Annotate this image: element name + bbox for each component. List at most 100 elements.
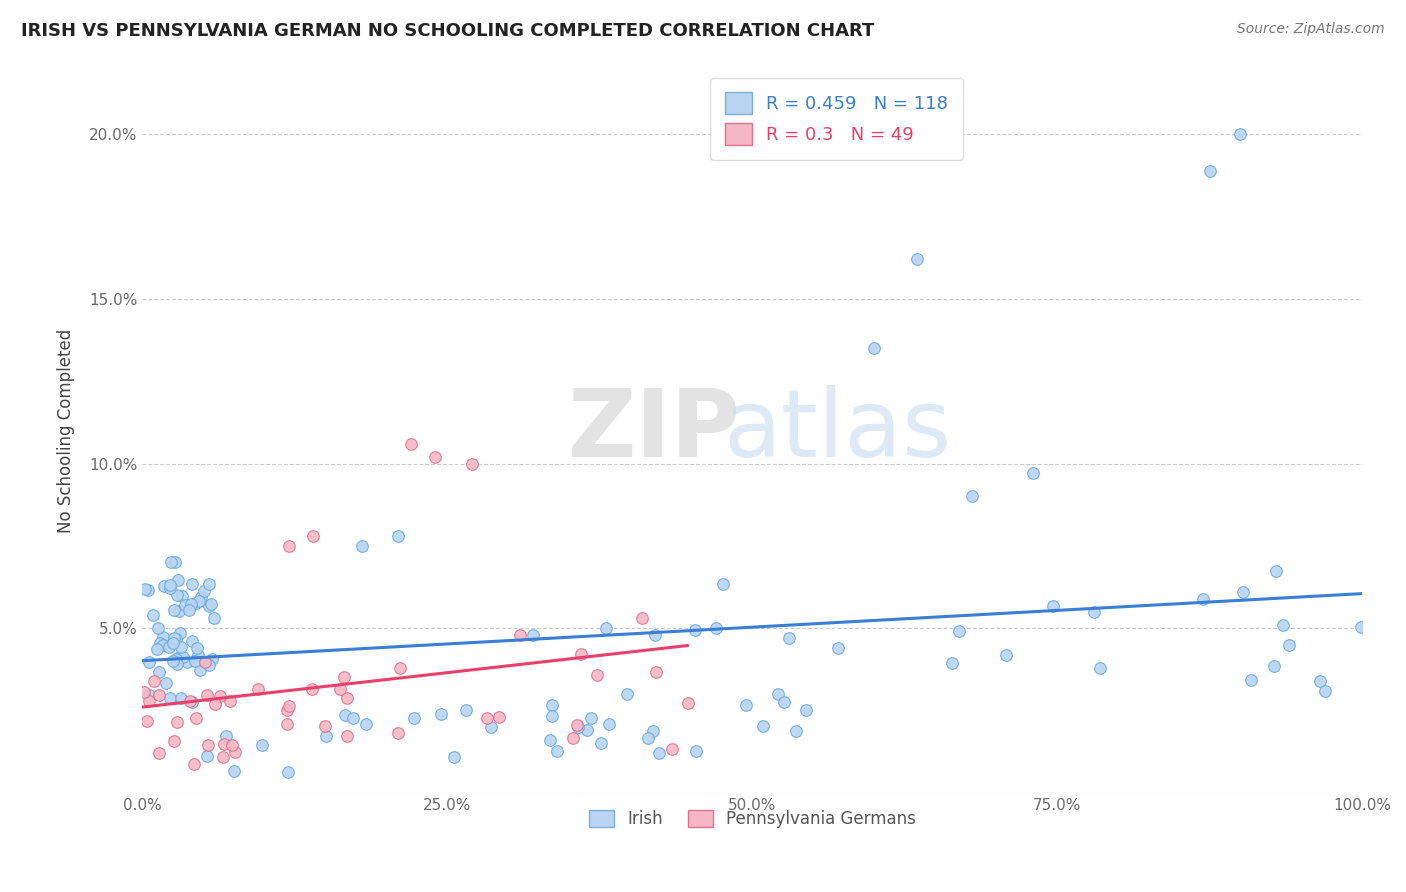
Point <box>167 604 190 618</box>
Point <box>198 657 221 672</box>
Point <box>734 698 756 713</box>
Point <box>778 631 800 645</box>
Point <box>388 661 411 675</box>
Point <box>148 665 170 679</box>
Point <box>190 590 212 604</box>
Point <box>586 668 609 682</box>
Point <box>134 685 156 699</box>
Point <box>166 657 188 671</box>
Point <box>336 729 359 743</box>
Point <box>399 436 422 450</box>
Point <box>329 682 352 697</box>
Point <box>1042 599 1064 614</box>
Point <box>387 725 409 739</box>
Point <box>768 687 790 701</box>
Point <box>167 574 190 588</box>
Point <box>162 636 184 650</box>
Point <box>711 577 734 591</box>
Point <box>354 717 377 731</box>
Point <box>163 632 186 646</box>
Point <box>138 656 160 670</box>
Point <box>479 720 502 734</box>
Point <box>1265 564 1288 578</box>
Point <box>571 648 593 662</box>
Point <box>773 695 796 709</box>
Point <box>197 738 219 752</box>
Point <box>165 652 187 666</box>
Point <box>647 746 669 760</box>
Point <box>567 720 589 734</box>
Point <box>591 736 613 750</box>
Point <box>157 640 180 654</box>
Point <box>143 673 166 688</box>
Point <box>201 652 224 666</box>
Point <box>522 628 544 642</box>
Point <box>172 589 194 603</box>
Point <box>170 640 193 654</box>
Point <box>212 749 235 764</box>
Text: atlas: atlas <box>724 384 952 476</box>
Point <box>948 624 970 639</box>
Point <box>454 703 477 717</box>
Point <box>159 691 181 706</box>
Point <box>336 690 359 705</box>
Point <box>995 648 1018 662</box>
Point <box>579 711 602 725</box>
Point <box>180 597 202 611</box>
Point <box>148 688 170 702</box>
Point <box>172 649 194 664</box>
Point <box>145 642 167 657</box>
Point <box>350 539 373 553</box>
Point <box>215 729 238 743</box>
Point <box>905 252 928 267</box>
Point <box>276 703 298 717</box>
Point <box>475 711 498 725</box>
Point <box>153 578 176 592</box>
Point <box>163 734 186 748</box>
Point <box>598 717 620 731</box>
Point <box>685 744 707 758</box>
Text: Source: ZipAtlas.com: Source: ZipAtlas.com <box>1237 22 1385 37</box>
Point <box>565 718 588 732</box>
Point <box>142 608 165 623</box>
Point <box>1229 128 1251 142</box>
Point <box>214 737 236 751</box>
Point <box>162 654 184 668</box>
Point <box>163 603 186 617</box>
Point <box>1021 467 1043 481</box>
Point <box>138 694 160 708</box>
Point <box>218 693 240 707</box>
Point <box>631 611 654 625</box>
Point <box>661 741 683 756</box>
Point <box>488 709 510 723</box>
Point <box>186 648 208 663</box>
Point <box>179 694 201 708</box>
Text: IRISH VS PENNSYLVANIA GERMAN NO SCHOOLING COMPLETED CORRELATION CHART: IRISH VS PENNSYLVANIA GERMAN NO SCHOOLIN… <box>21 22 875 40</box>
Point <box>188 663 211 677</box>
Point <box>160 555 183 569</box>
Y-axis label: No Schooling Completed: No Schooling Completed <box>58 328 75 533</box>
Point <box>186 711 208 725</box>
Point <box>277 539 299 553</box>
Point <box>1198 163 1220 178</box>
Point <box>641 724 664 739</box>
Point <box>644 665 666 679</box>
Point <box>224 764 246 778</box>
Point <box>204 697 226 711</box>
Point <box>165 555 187 569</box>
Point <box>169 625 191 640</box>
Text: ZIP: ZIP <box>568 384 741 476</box>
Point <box>335 707 357 722</box>
Point <box>170 691 193 706</box>
Point <box>941 656 963 670</box>
Point <box>302 529 325 543</box>
Point <box>197 577 219 591</box>
Point <box>443 750 465 764</box>
Point <box>332 670 354 684</box>
Point <box>460 457 482 471</box>
Point <box>184 596 207 610</box>
Point <box>794 703 817 717</box>
Point <box>540 698 562 712</box>
Point <box>198 599 221 614</box>
Point <box>148 746 170 760</box>
